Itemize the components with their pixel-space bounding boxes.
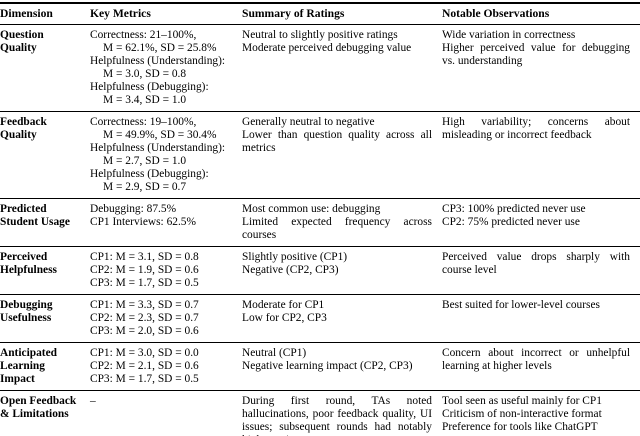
table-row: Predicted Student Usage Debugging: 87.5% C…: [0, 199, 640, 247]
summary-line: Negative learning impact (CP2, CP3): [242, 360, 413, 372]
summary-line: Moderate perceived debugging value: [242, 42, 412, 54]
metric-line: CP2: M = 2.1, SD = 0.6: [90, 360, 199, 372]
table-row: Feedback Quality Correctness: 19–100%, M =…: [0, 112, 640, 199]
table-body: Question Quality Correctness: 21–100%, M =…: [0, 25, 640, 436]
observation-line: Preference for tools like ChatGPT: [442, 421, 598, 433]
header-row: Dimension Key Metrics Summary of Ratings…: [0, 3, 640, 25]
notable-observations-cell: Best suited for lower-level courses: [442, 295, 640, 343]
summary-line: Limited expected frequency across course…: [242, 216, 432, 241]
observation-line: Criticism of non-interactive format: [442, 408, 602, 420]
key-metrics-cell: Debugging: 87.5% CP1 Interviews: 62.5%: [90, 199, 242, 247]
table-row: Debugging Usefulness CP1: M = 3.3, SD = 0…: [0, 295, 640, 343]
metric-line: CP2: M = 2.3, SD = 0.7: [90, 312, 199, 324]
column-header-dimension: Dimension: [0, 3, 90, 25]
summary-line: Slightly positive (CP1): [242, 251, 348, 263]
table-row: Anticipated Learning Impact CP1: M = 3.0,…: [0, 343, 640, 391]
dimension-cell: Perceived Helpfulness: [0, 251, 57, 276]
key-metrics-cell: CP1: M = 3.3, SD = 0.7 CP2: M = 2.3, SD =…: [90, 295, 242, 343]
metric-line: Helpfulness (Understanding):: [90, 142, 226, 154]
column-header-notable-observations: Notable Observations: [442, 3, 640, 25]
summary-line: Low for CP2, CP3: [242, 312, 327, 324]
metric-line: M = 2.7, SD = 1.0: [103, 155, 187, 167]
table-header: Dimension Key Metrics Summary of Ratings…: [0, 3, 640, 25]
summary-line: Lower than question quality across all m…: [242, 129, 432, 154]
observation-line: Wide variation in correctness: [442, 29, 576, 41]
summary-line: Neutral to slightly positive ratings: [242, 29, 398, 41]
key-metrics-cell: Correctness: 19–100%, M = 49.9%, SD = 30.…: [90, 112, 242, 199]
observation-line: CP2: 75% predicted never use: [442, 216, 580, 228]
metric-line: M = 3.4, SD = 1.0: [103, 94, 187, 106]
summary-line: Negative (CP2, CP3): [242, 264, 339, 276]
summary-of-ratings-cell: Moderate for CP1 Low for CP2, CP3: [242, 295, 442, 343]
observation-line: High variability; concerns about mislead…: [442, 116, 630, 141]
dimension-cell: Debugging Usefulness: [0, 299, 53, 324]
metric-line: Debugging: 87.5%: [90, 203, 177, 215]
observation-line: Higher perceived value for debugging vs.…: [442, 42, 630, 67]
metric-line: –: [90, 395, 96, 407]
notable-observations-cell: Concern about incorrect or unhelpful lea…: [442, 343, 640, 391]
observation-line: Best suited for lower-level courses: [442, 299, 600, 311]
key-metrics-cell: CP1: M = 3.1, SD = 0.8 CP2: M = 1.9, SD =…: [90, 247, 242, 295]
key-metrics-cell: CP1: M = 3.0, SD = 0.0 CP2: M = 2.1, SD =…: [90, 343, 242, 391]
summary-line: Neutral (CP1): [242, 347, 307, 359]
notable-observations-cell: Wide variation in correctness Higher perc…: [442, 25, 640, 112]
summary-line: Generally neutral to negative: [242, 116, 375, 128]
dimension-cell: Predicted Student Usage: [0, 203, 70, 228]
metric-line: CP2: M = 1.9, SD = 0.6: [90, 264, 199, 276]
notable-observations-cell: Perceived value drops sharply with cours…: [442, 247, 640, 295]
metric-line: CP3: M = 1.7, SD = 0.5: [90, 373, 199, 385]
summary-of-ratings-cell: During first round, TAs noted hallucinat…: [242, 391, 442, 436]
summary-of-ratings-cell: Slightly positive (CP1) Negative (CP2, CP…: [242, 247, 442, 295]
metric-line: M = 2.9, SD = 0.7: [103, 181, 187, 193]
metric-line: CP3: M = 1.7, SD = 0.5: [90, 277, 199, 289]
observation-line: Perceived value drops sharply with cours…: [442, 251, 630, 276]
observation-line: CP3: 100% predicted never use: [442, 203, 586, 215]
dimension-cell: Feedback Quality: [0, 116, 47, 141]
dimension-cell: Question Quality: [0, 29, 44, 54]
metric-line: CP1 Interviews: 62.5%: [90, 216, 196, 228]
key-metrics-cell: Correctness: 21–100%, M = 62.1%, SD = 25.…: [90, 25, 242, 112]
metric-line: Correctness: 19–100%,: [90, 116, 197, 128]
summary-line: During first round, TAs noted hallucinat…: [242, 395, 432, 436]
metric-line: M = 49.9%, SD = 30.4%: [103, 129, 217, 141]
observation-line: Tool seen as useful mainly for CP1: [442, 395, 602, 407]
column-header-key-metrics: Key Metrics: [90, 3, 242, 25]
notable-observations-cell: High variability; concerns about mislead…: [442, 112, 640, 199]
dimension-cell: Anticipated Learning Impact: [0, 347, 57, 385]
notable-observations-cell: CP3: 100% predicted never use CP2: 75% pr…: [442, 199, 640, 247]
metric-line: CP1: M = 3.1, SD = 0.8: [90, 251, 199, 263]
metric-line: Correctness: 21–100%,: [90, 29, 197, 41]
summary-line: Most common use: debugging: [242, 203, 381, 215]
summary-of-ratings-cell: Generally neutral to negative Lower than …: [242, 112, 442, 199]
notable-observations-cell: Tool seen as useful mainly for CP1 Critic…: [442, 391, 640, 436]
summary-of-ratings-cell: Neutral (CP1) Negative learning impact (C…: [242, 343, 442, 391]
metric-line: CP1: M = 3.0, SD = 0.0: [90, 347, 199, 359]
column-header-summary-of-ratings: Summary of Ratings: [242, 3, 442, 25]
key-metrics-cell: –: [90, 391, 242, 436]
summary-of-ratings-cell: Most common use: debugging Limited expect…: [242, 199, 442, 247]
metric-line: M = 3.0, SD = 0.8: [103, 68, 187, 80]
table-row: Perceived Helpfulness CP1: M = 3.1, SD = …: [0, 247, 640, 295]
dimension-cell: Open Feedback & Limitations: [0, 395, 77, 420]
observation-line: Concern about incorrect or unhelpful lea…: [442, 347, 630, 372]
metric-line: Helpfulness (Understanding):: [90, 55, 226, 67]
summary-line: Moderate for CP1: [242, 299, 325, 311]
metric-line: Helpfulness (Debugging):: [90, 168, 209, 180]
metric-line: Helpfulness (Debugging):: [90, 81, 209, 93]
table-row: Question Quality Correctness: 21–100%, M =…: [0, 25, 640, 112]
metric-line: CP3: M = 2.0, SD = 0.6: [90, 325, 199, 337]
summary-of-ratings-cell: Neutral to slightly positive ratings Mode…: [242, 25, 442, 112]
table-row: Open Feedback & Limitations – During first…: [0, 391, 640, 436]
metric-line: CP1: M = 3.3, SD = 0.7: [90, 299, 199, 311]
metric-line: M = 62.1%, SD = 25.8%: [103, 42, 217, 54]
